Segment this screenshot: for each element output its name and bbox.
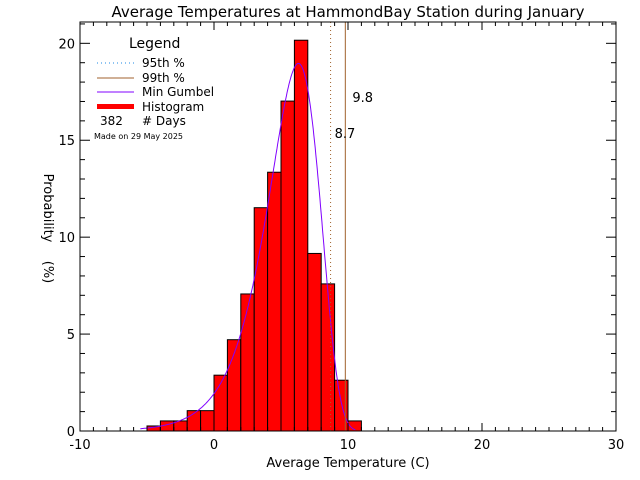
histogram-bar bbox=[240, 293, 255, 432]
legend: Legend 95th % 99th % Min Gumbel Histogra… bbox=[94, 36, 214, 141]
legend-days-label: # Days bbox=[142, 114, 186, 128]
chart-title: Average Temperatures at HammondBay Stati… bbox=[112, 3, 585, 21]
legend-gumbel-label: Min Gumbel bbox=[142, 85, 214, 99]
y-tick-label: 5 bbox=[67, 328, 75, 343]
x-tick-label: 10 bbox=[340, 438, 357, 453]
x-tick-label: -10 bbox=[69, 438, 90, 453]
p95-label: 8.7 bbox=[335, 127, 356, 142]
legend-title: Legend bbox=[129, 36, 180, 52]
histogram-bar bbox=[280, 100, 295, 432]
x-tick-label: 0 bbox=[210, 438, 218, 453]
y-tick-labels: 0 5 10 15 20 bbox=[58, 37, 75, 440]
legend-p95-label: 95th % bbox=[142, 56, 185, 70]
histogram-bar bbox=[320, 283, 336, 432]
y-tick-label: 20 bbox=[58, 37, 75, 52]
y-tick-label: 10 bbox=[58, 231, 75, 246]
histogram-bar bbox=[293, 39, 309, 432]
histogram-bar bbox=[267, 171, 282, 432]
made-on-note: Made on 29 May 2025 bbox=[94, 132, 183, 141]
y-axis-label: Probability bbox=[40, 174, 55, 243]
axis-ticks bbox=[79, 22, 617, 432]
histogram-bar bbox=[307, 252, 322, 432]
y-tick-label: 15 bbox=[58, 134, 75, 149]
legend-histogram-label: Histogram bbox=[142, 100, 204, 114]
legend-days-count: 382 bbox=[100, 114, 123, 128]
histogram-bar bbox=[200, 410, 215, 432]
x-axis-label: Average Temperature (C) bbox=[266, 456, 429, 471]
y-axis-unit: (%) bbox=[40, 261, 55, 284]
legend-histogram-swatch bbox=[97, 104, 134, 109]
histogram-bar bbox=[334, 379, 349, 432]
x-tick-label: 20 bbox=[474, 438, 491, 453]
y-tick-label: 0 bbox=[67, 425, 75, 440]
p99-label: 9.8 bbox=[352, 91, 373, 106]
x-tick-labels: -10 0 10 20 30 bbox=[69, 438, 624, 453]
gumbel-curve bbox=[140, 62, 356, 431]
legend-p99-label: 99th % bbox=[142, 71, 185, 85]
x-tick-label: 30 bbox=[608, 438, 625, 453]
histogram-bar bbox=[253, 207, 269, 432]
